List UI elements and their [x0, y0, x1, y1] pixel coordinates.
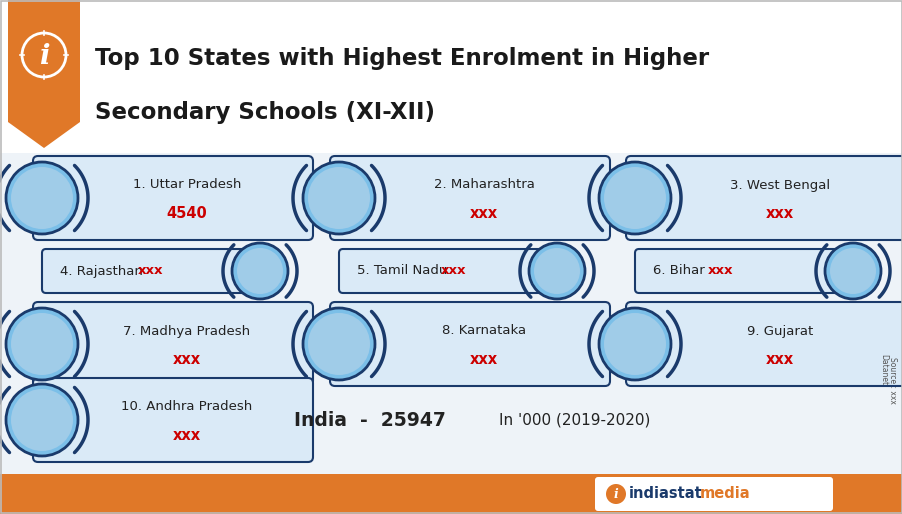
FancyBboxPatch shape: [33, 378, 313, 462]
Circle shape: [829, 248, 875, 294]
Circle shape: [303, 308, 374, 380]
Circle shape: [598, 308, 670, 380]
Text: India  -  25947: India - 25947: [294, 411, 446, 430]
Text: 3. West Bengal: 3. West Bengal: [729, 178, 829, 192]
Text: 9. Gujarat: 9. Gujarat: [746, 324, 813, 338]
FancyBboxPatch shape: [0, 474, 902, 514]
Text: 7. Madhya Pradesh: 7. Madhya Pradesh: [124, 324, 251, 338]
Text: media: media: [699, 486, 750, 502]
Text: xxx: xxx: [765, 353, 793, 368]
Text: xxx: xxx: [469, 207, 498, 222]
Text: indiastat: indiastat: [629, 486, 702, 502]
Polygon shape: [8, 0, 80, 148]
Circle shape: [6, 308, 78, 380]
Circle shape: [529, 243, 584, 299]
FancyBboxPatch shape: [594, 477, 832, 511]
Text: Source : xxx: Source : xxx: [888, 357, 897, 403]
Text: Secondary Schools (XI-XII): Secondary Schools (XI-XII): [95, 101, 435, 124]
Circle shape: [308, 167, 370, 229]
Text: 4540: 4540: [167, 207, 207, 222]
FancyBboxPatch shape: [338, 249, 565, 293]
Text: 1. Uttar Pradesh: 1. Uttar Pradesh: [133, 178, 241, 192]
Text: 4. Rajasthan: 4. Rajasthan: [60, 265, 143, 278]
Text: xxx: xxx: [173, 429, 201, 444]
FancyBboxPatch shape: [634, 249, 860, 293]
Text: 5. Tamil Nadu: 5. Tamil Nadu: [356, 265, 446, 278]
Text: Datanet: Datanet: [879, 355, 888, 386]
Text: i: i: [39, 44, 50, 70]
FancyBboxPatch shape: [625, 156, 902, 240]
Circle shape: [603, 313, 666, 375]
Circle shape: [6, 162, 78, 234]
Text: xxx: xxx: [137, 265, 163, 278]
Text: 6. Bihar: 6. Bihar: [652, 265, 704, 278]
Text: xxx: xxx: [706, 265, 732, 278]
Circle shape: [11, 167, 73, 229]
Text: 8. Karnataka: 8. Karnataka: [441, 324, 526, 338]
FancyBboxPatch shape: [625, 302, 902, 386]
Circle shape: [232, 243, 288, 299]
Circle shape: [308, 313, 370, 375]
Circle shape: [11, 389, 73, 451]
Text: 10. Andhra Pradesh: 10. Andhra Pradesh: [121, 400, 253, 413]
FancyBboxPatch shape: [33, 156, 313, 240]
FancyBboxPatch shape: [33, 302, 313, 386]
Text: 2. Maharashtra: 2. Maharashtra: [433, 178, 534, 192]
FancyBboxPatch shape: [329, 302, 610, 386]
Circle shape: [6, 384, 78, 456]
Text: xxx: xxx: [440, 265, 465, 278]
Circle shape: [603, 167, 666, 229]
Circle shape: [824, 243, 880, 299]
Circle shape: [303, 162, 374, 234]
FancyBboxPatch shape: [329, 156, 610, 240]
Text: In '000 (2019-2020): In '000 (2019-2020): [499, 413, 650, 428]
Circle shape: [598, 162, 670, 234]
FancyBboxPatch shape: [42, 249, 268, 293]
Text: xxx: xxx: [173, 353, 201, 368]
Circle shape: [533, 248, 579, 294]
Circle shape: [605, 484, 625, 504]
Circle shape: [11, 313, 73, 375]
Text: Top 10 States with Highest Enrolment in Higher: Top 10 States with Highest Enrolment in …: [95, 46, 708, 69]
Circle shape: [236, 248, 282, 294]
Text: xxx: xxx: [469, 353, 498, 368]
Text: i: i: [613, 488, 618, 502]
Text: xxx: xxx: [765, 207, 793, 222]
FancyBboxPatch shape: [0, 0, 902, 153]
